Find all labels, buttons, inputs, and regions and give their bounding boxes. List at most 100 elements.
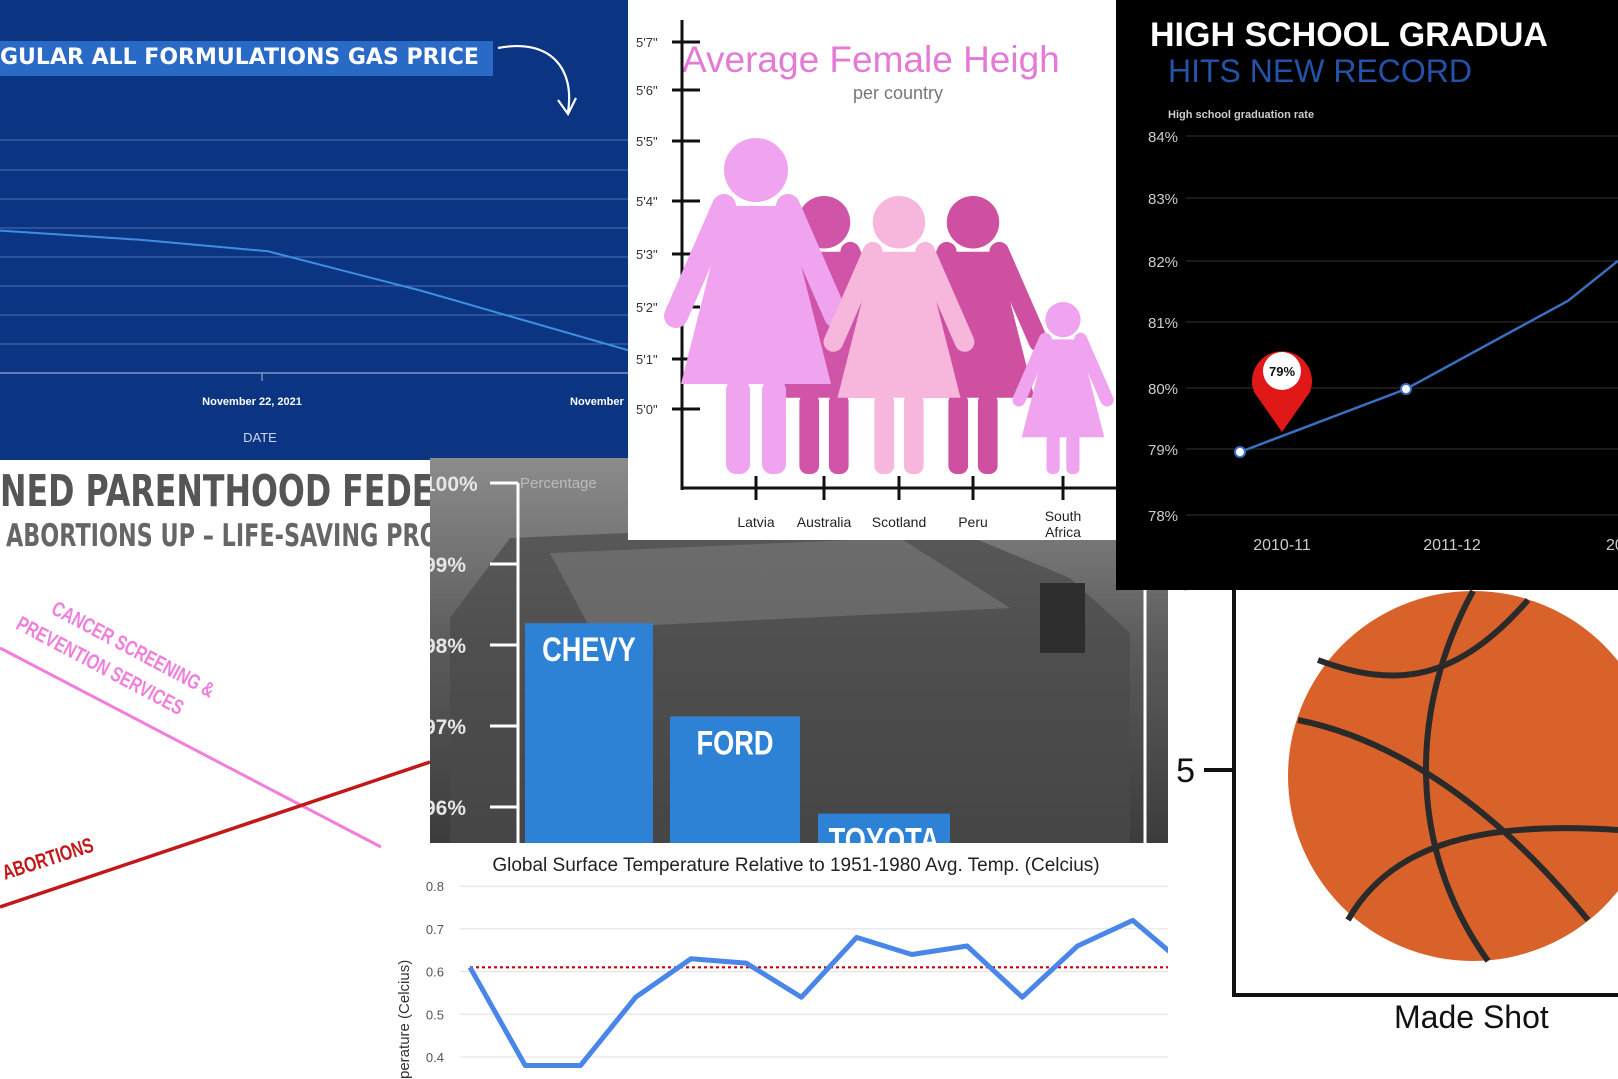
- grad-rate-line: [1239, 259, 1618, 454]
- gas-chart-title: GULAR ALL FORMULATIONS GAS PRICE: [0, 41, 493, 76]
- truck-axis-note: Percentage: [520, 475, 597, 492]
- temp-chart-title: Global Surface Temperature Relative to 1…: [492, 855, 1099, 876]
- truck-y-tick-label: 99%: [430, 554, 466, 577]
- gas-x-axis-label: DATE: [243, 430, 277, 445]
- temp-y-tick-label: 0.8: [426, 879, 444, 894]
- gas-x-tick-label: November 22, 2021: [202, 396, 302, 408]
- basketball-seam: [1316, 598, 1531, 679]
- basketball-icon: [1288, 590, 1618, 963]
- woman-figure-icon: [664, 138, 848, 474]
- woman-figure-icon: [823, 196, 975, 474]
- grad-x-tick-label: 201: [1606, 537, 1618, 554]
- truck-y-tick-label: 96%: [430, 797, 466, 820]
- height-y-tick-label: 5'6": [636, 83, 658, 98]
- truck-y-tick-label: 98%: [430, 635, 466, 658]
- basketball-seam: [1345, 825, 1618, 922]
- basketball-seam: [1297, 717, 1591, 922]
- temp-y-tick-label: 0.6: [426, 965, 444, 980]
- planned-parenthood-chart: NED PARENTHOOD FEDERATION ABORTIONS UP –…: [0, 460, 430, 1079]
- global-temperature-chart: Global Surface Temperature Relative to 1…: [382, 843, 1272, 1079]
- truck-chart-svg: 100% 99% 98% 97% 96% Percentage CHEVY FORD TOY…: [430, 458, 1168, 843]
- truck-y-ticks: 100% 99% 98% 97% 96%: [430, 473, 518, 820]
- temp-y-tick-label: 0.7: [426, 922, 444, 937]
- ball-y-tick-label: 5: [1176, 752, 1195, 790]
- map-pin-icon: 79%: [1252, 351, 1312, 432]
- height-x-tick-label: Latvia: [737, 514, 775, 530]
- gas-chart-svg: November 22, 2021 November DATE: [0, 45, 628, 445]
- grad-y-tick-label: 83%: [1148, 191, 1178, 208]
- gas-gridlines: [0, 139, 628, 381]
- height-x-tick-label: Australia: [797, 514, 852, 530]
- abortions-line: [0, 760, 430, 909]
- grad-x-tick-label: 2011-12: [1423, 537, 1481, 554]
- height-y-tick-label: 5'2": [636, 300, 658, 315]
- height-chart-subtitle: per country: [853, 83, 943, 103]
- height-x-tick-label: Scotland: [872, 514, 926, 530]
- truck-y-tick-label: 100%: [430, 473, 478, 496]
- height-figures: [664, 138, 1114, 474]
- curved-arrow-icon: [497, 45, 571, 113]
- arrow-head-icon: [557, 97, 577, 117]
- grad-y-tick-label: 80%: [1148, 381, 1178, 398]
- gas-price-chart: GULAR ALL FORMULATIONS GAS PRICE Novembe…: [0, 0, 628, 460]
- ball-x-axis-label: Made Shot: [1394, 999, 1549, 1035]
- truck-bars: CHEVY FORD TOYOTA: [525, 623, 950, 843]
- map-pin-badge: [1263, 352, 1301, 390]
- grad-axis-note: High school graduation rate: [1168, 109, 1314, 121]
- height-y-tick-label: 5'3": [636, 247, 658, 262]
- grad-y-grid: 84% 83% 82% 81% 80% 79% 78%: [1148, 129, 1618, 525]
- grad-x-tick-labels: 2010-11 2011-12 201: [1253, 537, 1618, 554]
- height-y-tick-label: 5'0": [636, 402, 658, 417]
- grad-title: HIGH SCHOOL GRADUA: [1150, 16, 1548, 54]
- gas-price-line: [0, 229, 628, 352]
- grad-y-tick-label: 79%: [1148, 442, 1178, 459]
- female-height-chart: Average Female Heigh per country 5'7" 5'6…: [628, 0, 1116, 540]
- grad-y-tick-label: 82%: [1148, 254, 1178, 271]
- truck-bar-label: FORD: [696, 723, 773, 762]
- temp-y-tick-label: 0.4: [426, 1050, 444, 1065]
- grad-subtitle: HITS NEW RECORD: [1168, 53, 1472, 89]
- grad-x-tick-label: 2010-11: [1253, 537, 1311, 554]
- temp-y-axis-label: perature (Celcius): [396, 960, 413, 1079]
- temp-line: [467, 917, 1190, 1068]
- height-y-tick-label: 5'1": [636, 352, 658, 367]
- pp-subtitle: ABORTIONS UP – LIFE-SAVING PROCEDUR: [6, 518, 430, 554]
- ball-chart-svg: 10 5 Made Shot: [1168, 590, 1618, 1035]
- graduation-rate-chart: HIGH SCHOOL GRADUA HITS NEW RECORD High …: [1116, 0, 1618, 590]
- height-chart-title: Average Female Heigh: [682, 39, 1060, 80]
- grad-point: [1400, 383, 1412, 395]
- truck-bar: [525, 623, 653, 843]
- temp-y-tick-label: 0.5: [426, 1007, 444, 1022]
- made-shots-chart: 10 5 Made Shot: [1168, 590, 1618, 1079]
- basketball-seam: [1422, 590, 1491, 963]
- truck-y-tick-label: 97%: [430, 716, 466, 739]
- height-x-tick-label: Peru: [958, 514, 988, 530]
- height-y-tick-label: 5'4": [636, 194, 658, 209]
- grad-y-tick-label: 81%: [1148, 315, 1178, 332]
- height-x-tick-label: South: [1045, 508, 1082, 524]
- truck-mirror: [1040, 583, 1085, 653]
- height-x-tick-label: Africa: [1045, 524, 1081, 540]
- truck-bar-label: TOYOTA: [829, 821, 940, 843]
- ball-y-tick-label: 10: [1168, 590, 1195, 598]
- height-y-tick-label: 5'5": [636, 134, 658, 149]
- basketball-body: [1288, 591, 1618, 961]
- grad-y-tick-label: 78%: [1148, 508, 1178, 525]
- truck-reliability-chart: 100% 99% 98% 97% 96% Percentage CHEVY FORD TOY…: [430, 458, 1168, 843]
- grad-points: [1234, 383, 1412, 458]
- grad-point: [1234, 446, 1246, 458]
- temp-chart-svg: Global Surface Temperature Relative to 1…: [396, 855, 1217, 1079]
- pp-chart-svg: CANCER SCREENING & PREVENTION SERVICES A…: [0, 596, 430, 909]
- pp-title: NED PARENTHOOD FEDERATION: [0, 466, 430, 517]
- grad-chart-svg: HIGH SCHOOL GRADUA HITS NEW RECORD High …: [1148, 16, 1618, 554]
- abortions-label: ABORTIONS: [0, 833, 96, 885]
- grad-y-tick-label: 84%: [1148, 129, 1178, 146]
- height-chart-svg: Average Female Heigh per country 5'7" 5'6…: [636, 20, 1116, 540]
- height-y-tick-label: 5'7": [636, 35, 658, 50]
- cancer-screening-line: [0, 646, 382, 849]
- woman-figure-icon: [1012, 302, 1114, 474]
- map-pin-label: 79%: [1269, 364, 1295, 379]
- truck-bar: [670, 716, 800, 843]
- truck-windshield: [550, 538, 1010, 628]
- height-x-tick-labels: Latvia Australia Scotland Peru South Afr…: [737, 508, 1081, 540]
